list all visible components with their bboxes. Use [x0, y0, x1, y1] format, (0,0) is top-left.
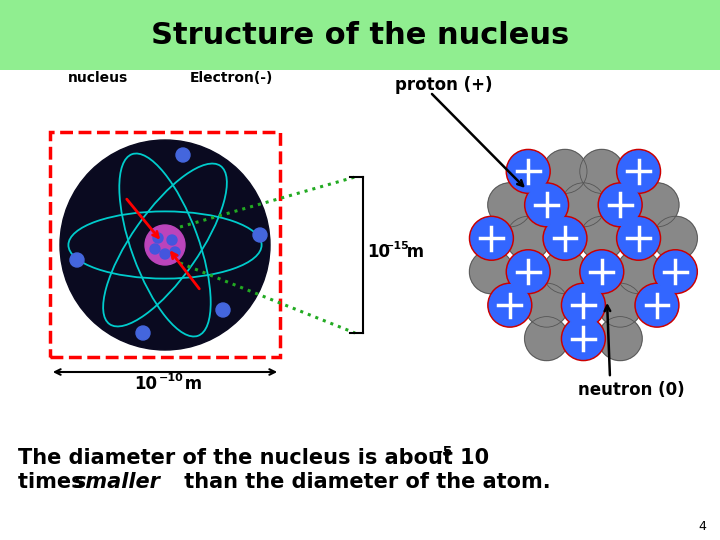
Circle shape	[176, 148, 190, 162]
Circle shape	[525, 316, 569, 361]
Circle shape	[471, 218, 512, 259]
Circle shape	[253, 228, 267, 242]
Circle shape	[150, 244, 160, 254]
Circle shape	[216, 303, 230, 317]
Circle shape	[160, 249, 170, 259]
Circle shape	[526, 184, 567, 225]
Circle shape	[580, 217, 624, 260]
Circle shape	[616, 217, 660, 260]
Circle shape	[543, 217, 587, 260]
Circle shape	[508, 151, 549, 192]
Circle shape	[618, 151, 659, 192]
Circle shape	[525, 283, 569, 327]
Text: neutron (0): neutron (0)	[578, 381, 685, 399]
Text: 4: 4	[698, 519, 706, 532]
Circle shape	[70, 253, 84, 267]
Circle shape	[580, 249, 624, 294]
Circle shape	[562, 316, 606, 361]
Circle shape	[581, 251, 622, 292]
Text: 10: 10	[367, 243, 390, 261]
Text: m: m	[401, 243, 424, 261]
Text: −10: −10	[159, 373, 184, 383]
Circle shape	[469, 217, 513, 260]
Circle shape	[653, 217, 698, 260]
Text: times: times	[18, 472, 91, 492]
Circle shape	[598, 316, 642, 361]
Circle shape	[600, 184, 641, 225]
Circle shape	[636, 285, 678, 326]
Circle shape	[635, 283, 679, 327]
Circle shape	[562, 183, 606, 227]
Text: The diameter of the nucleus is about 10: The diameter of the nucleus is about 10	[18, 448, 489, 468]
Circle shape	[145, 225, 185, 265]
Text: Electron(-): Electron(-)	[190, 71, 274, 85]
Text: proton (+): proton (+)	[395, 76, 492, 94]
Circle shape	[167, 235, 177, 245]
Circle shape	[525, 183, 569, 227]
Text: than the diameter of the atom.: than the diameter of the atom.	[177, 472, 551, 492]
Circle shape	[543, 150, 587, 193]
Text: m: m	[179, 375, 202, 393]
Circle shape	[170, 247, 180, 257]
Circle shape	[655, 251, 696, 292]
Circle shape	[580, 150, 624, 193]
Text: smaller: smaller	[74, 472, 161, 492]
Circle shape	[488, 283, 532, 327]
Circle shape	[136, 326, 150, 340]
Text: Orbit: Orbit	[220, 343, 245, 353]
Circle shape	[488, 183, 532, 227]
Text: −15: −15	[385, 241, 410, 251]
Circle shape	[563, 318, 604, 359]
Circle shape	[598, 183, 642, 227]
Circle shape	[616, 150, 660, 193]
Circle shape	[469, 249, 513, 294]
Circle shape	[562, 283, 606, 327]
Circle shape	[635, 183, 679, 227]
Circle shape	[60, 140, 270, 350]
Circle shape	[616, 249, 660, 294]
Circle shape	[598, 283, 642, 327]
Circle shape	[618, 218, 659, 259]
Circle shape	[508, 251, 549, 292]
FancyBboxPatch shape	[0, 0, 720, 70]
Circle shape	[544, 218, 585, 259]
Circle shape	[490, 285, 531, 326]
Circle shape	[506, 150, 550, 193]
Circle shape	[563, 285, 604, 326]
Circle shape	[543, 249, 587, 294]
Circle shape	[653, 249, 698, 294]
Circle shape	[506, 217, 550, 260]
Circle shape	[506, 249, 550, 294]
Text: Structure of the nucleus: Structure of the nucleus	[151, 21, 569, 50]
Text: −5: −5	[432, 445, 454, 459]
Text: nucleus: nucleus	[68, 71, 128, 85]
Text: 10: 10	[134, 375, 157, 393]
Circle shape	[153, 233, 163, 243]
